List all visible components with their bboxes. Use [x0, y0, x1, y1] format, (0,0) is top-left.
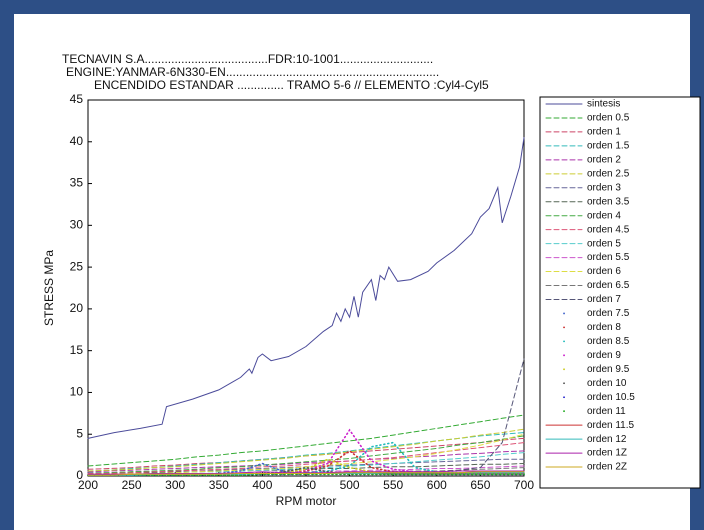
- legend-label: orden 8: [587, 322, 621, 333]
- x-tick-label: 600: [427, 478, 447, 492]
- legend-label: orden 1Z: [587, 448, 627, 459]
- y-tick-label: 40: [70, 134, 84, 148]
- legend-label: orden 6.5: [587, 280, 630, 291]
- legend-label: orden 7.5: [587, 308, 630, 319]
- legend-label: orden 10: [587, 378, 627, 389]
- legend-label: orden 10.5: [587, 392, 635, 403]
- legend-label: sintesis: [587, 99, 620, 110]
- legend-label: orden 2: [587, 154, 621, 165]
- legend-label: orden 3: [587, 182, 621, 193]
- series-line: [87, 450, 525, 473]
- x-tick-label: 550: [383, 478, 403, 492]
- legend-label: orden 2Z: [587, 462, 627, 473]
- legend-label: orden 4.5: [587, 224, 630, 235]
- legend-label: orden 7: [587, 294, 621, 305]
- title-line: TECNAVIN S.A............................…: [62, 52, 433, 66]
- y-tick-label: 30: [70, 218, 84, 232]
- x-tick-label: 250: [122, 478, 142, 492]
- y-tick-label: 10: [70, 385, 84, 399]
- y-tick-label: 0: [76, 468, 83, 482]
- x-tick-label: 700: [514, 478, 534, 492]
- legend-box: [539, 96, 701, 489]
- plot-frame: [87, 99, 525, 477]
- title-line: ENGINE:YANMAR-6N330-EN..................…: [66, 65, 439, 79]
- series-line: [87, 470, 525, 475]
- x-tick-label: 400: [252, 478, 272, 492]
- legend-label: orden 9: [587, 350, 621, 361]
- legend-label: orden 8.5: [587, 336, 630, 347]
- x-tick-label: 300: [165, 478, 185, 492]
- legend-label: orden 1.5: [587, 141, 630, 152]
- y-tick-label: 15: [70, 343, 84, 357]
- y-tick-label: 20: [70, 301, 84, 315]
- series-line: [87, 435, 525, 474]
- legend-label: orden 2.5: [587, 168, 630, 179]
- series-line: [87, 414, 525, 467]
- x-tick-label: 650: [470, 478, 490, 492]
- series-line: [87, 463, 525, 474]
- legend-label: orden 0.5: [587, 113, 630, 124]
- y-axis-label: STRESS MPa: [42, 250, 56, 326]
- x-tick-label: 450: [296, 478, 316, 492]
- legend-label: orden 1: [587, 127, 621, 138]
- legend-label: orden 4: [587, 210, 621, 221]
- legend-label: orden 9.5: [587, 364, 630, 375]
- title-line: ENCENDIDO ESTANDAR .............. TRAMO …: [94, 78, 489, 92]
- legend-label: orden 6: [587, 266, 621, 277]
- legend-label: orden 5.5: [587, 252, 630, 263]
- series-line: [87, 473, 525, 476]
- x-tick-label: 500: [340, 478, 360, 492]
- series-line: [87, 137, 525, 439]
- legend-label: orden 5: [587, 238, 621, 249]
- y-tick-label: 35: [70, 176, 84, 190]
- x-tick-label: 200: [78, 478, 98, 492]
- series-line: [87, 358, 525, 476]
- x-tick-label: 350: [209, 478, 229, 492]
- series-line: [87, 471, 525, 476]
- legend-label: orden 12: [587, 434, 627, 445]
- legend-label: orden 11.5: [587, 420, 635, 431]
- x-axis-label: RPM motor: [276, 494, 337, 508]
- y-tick-label: 45: [70, 92, 84, 106]
- y-tick-label: 5: [76, 426, 83, 440]
- legend-label: orden 3.5: [587, 196, 630, 207]
- y-tick-label: 25: [70, 259, 84, 273]
- series-line: [87, 428, 525, 472]
- legend-label: orden 11: [587, 406, 626, 417]
